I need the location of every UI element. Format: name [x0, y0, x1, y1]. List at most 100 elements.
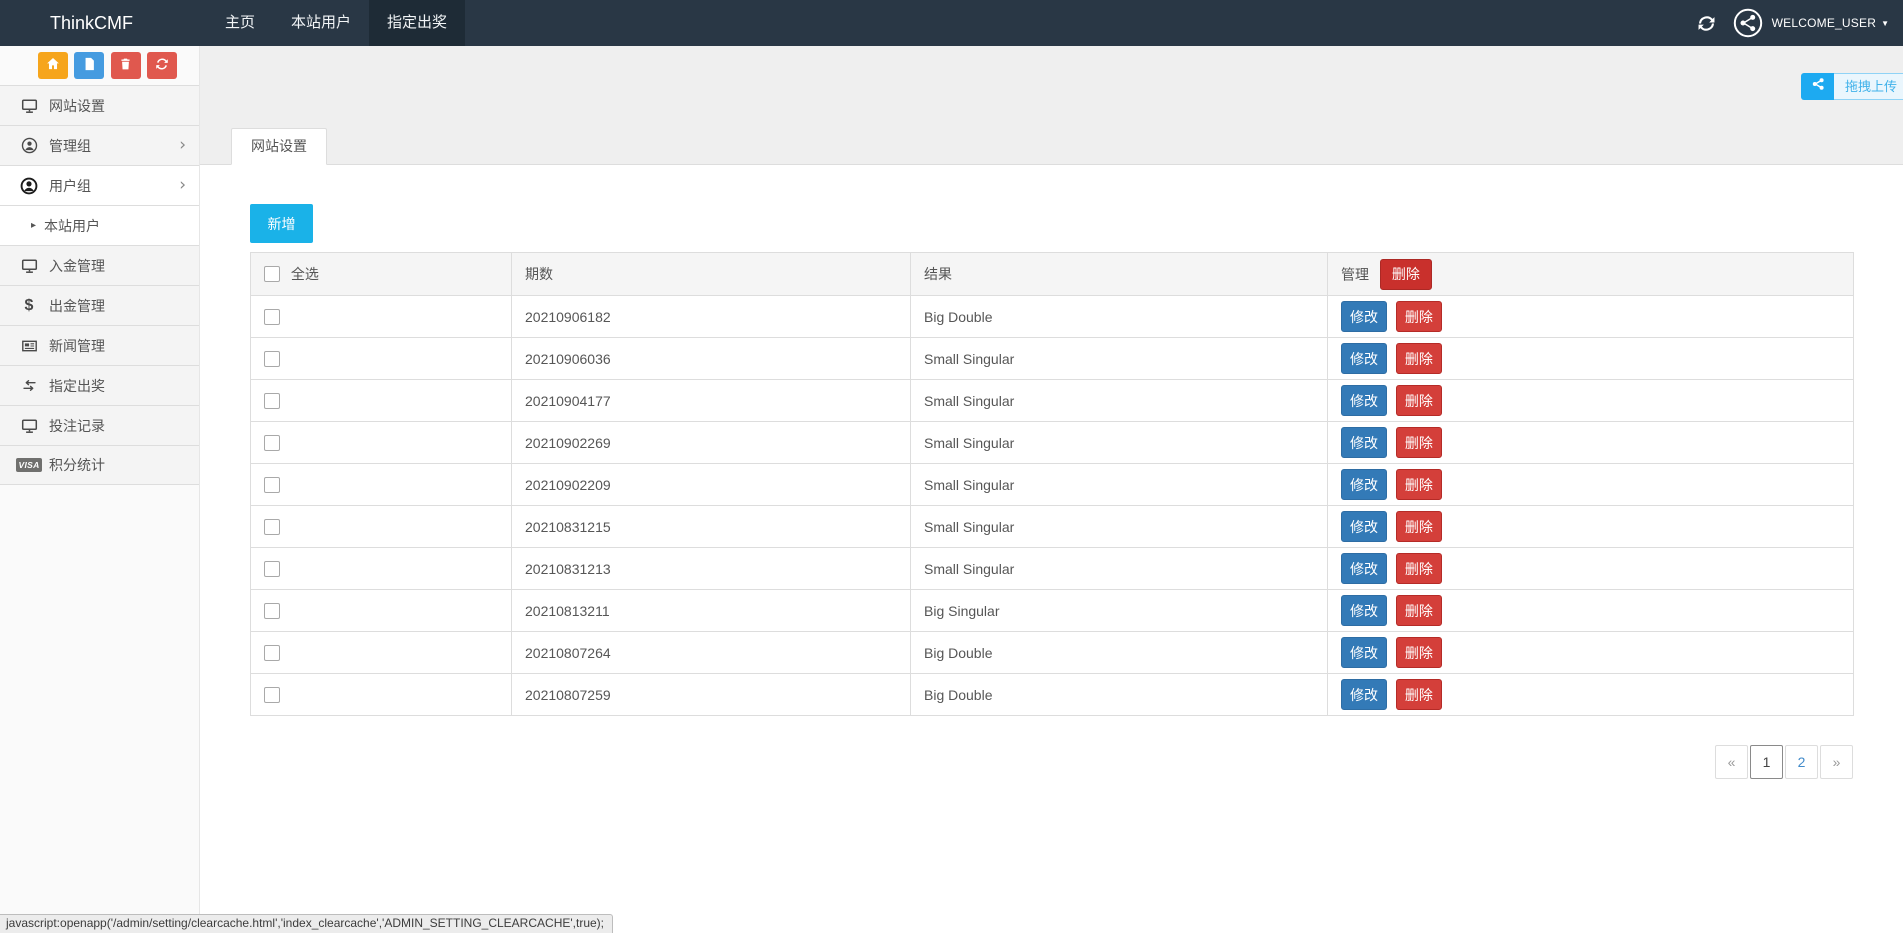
edit-button[interactable]: 修改 [1341, 385, 1387, 416]
edit-button[interactable]: 修改 [1341, 679, 1387, 710]
browser-status-bar: javascript:openapp('/admin/setting/clear… [0, 914, 613, 933]
select-all-checkbox[interactable] [264, 266, 280, 282]
row-result: Small Singular [910, 337, 1328, 380]
sidebar-item-site-settings[interactable]: 网站设置 [0, 85, 199, 125]
table-row: 20210906036 Small Singular 修改 删除 [250, 337, 1854, 380]
row-checkbox[interactable] [264, 519, 280, 536]
row-result: Big Double [910, 295, 1328, 338]
row-select-cell [250, 463, 512, 506]
delete-button[interactable]: 删除 [1395, 469, 1442, 500]
row-select-cell [250, 547, 512, 590]
table-row: 20210831215 Small Singular 修改 删除 [250, 505, 1854, 548]
delete-button[interactable]: 删除 [1395, 637, 1442, 668]
header-result: 结果 [910, 252, 1328, 296]
sidebar-item-withdraw-management[interactable]: $ 出金管理 [0, 285, 199, 325]
edit-button[interactable]: 修改 [1341, 511, 1387, 542]
delete-button[interactable]: 删除 [1395, 511, 1442, 542]
row-period: 20210831215 [511, 505, 911, 548]
exchange-icon [19, 378, 39, 393]
delete-button[interactable]: 删除 [1395, 343, 1442, 374]
upload-pick-button[interactable] [1801, 73, 1834, 100]
delete-button[interactable]: 删除 [1395, 679, 1442, 710]
user-circle-icon [19, 137, 39, 154]
row-actions-cell: 修改 删除 [1327, 505, 1854, 548]
row-result: Big Singular [910, 589, 1328, 632]
welcome-user-dropdown[interactable]: WELCOME_USER [1771, 16, 1877, 30]
table-row: 20210902269 Small Singular 修改 删除 [250, 421, 1854, 464]
sidebar-item-bet-records[interactable]: 投注记录 [0, 405, 199, 445]
sidebar-item-deposit-management[interactable]: 入金管理 [0, 245, 199, 285]
table-row: 20210807259 Big Double 修改 删除 [250, 673, 1854, 716]
page-prev-button[interactable]: « [1715, 745, 1748, 779]
row-checkbox[interactable] [264, 645, 280, 662]
chevron-right-icon: › [179, 135, 186, 155]
row-checkbox[interactable] [264, 435, 280, 452]
dollar-icon: $ [24, 296, 34, 314]
row-result: Big Double [910, 673, 1328, 716]
sidebar-item-site-users[interactable]: ▸ 本站用户 [0, 205, 199, 245]
edit-button[interactable]: 修改 [1341, 595, 1387, 626]
row-checkbox[interactable] [264, 309, 280, 326]
edit-button[interactable]: 修改 [1341, 301, 1387, 332]
row-checkbox[interactable] [264, 393, 280, 410]
row-select-cell [250, 379, 512, 422]
delete-button[interactable]: 删除 [1395, 427, 1442, 458]
clear-cache-button[interactable] [147, 52, 178, 79]
sidebar-item-label: 投注记录 [49, 417, 105, 434]
file-button[interactable] [74, 52, 105, 79]
table-row: 20210807264 Big Double 修改 删除 [250, 631, 1854, 674]
row-result: Small Singular [910, 463, 1328, 506]
row-period: 20210904177 [511, 379, 911, 422]
row-actions-cell: 修改 删除 [1327, 589, 1854, 632]
sidebar-item-admin-group[interactable]: 管理组 › [0, 125, 199, 165]
draw-results-table: 全选 期数 结果 管理 删除 20210906182 Big Double 修改… [250, 252, 1854, 716]
table-row: 20210904177 Small Singular 修改 删除 [250, 379, 1854, 422]
sidebar-quick-buttons [0, 46, 199, 85]
row-checkbox[interactable] [264, 351, 280, 368]
row-actions-cell: 修改 删除 [1327, 295, 1854, 338]
top-navbar: ThinkCMF 主页 本站用户 指定出奖 WELCOME_USER ▼ [0, 0, 1903, 46]
sidebar-item-points-stats[interactable]: VISA 积分统计 [0, 445, 199, 485]
delete-button[interactable]: 删除 [1395, 301, 1442, 332]
nav-item-assign-draw[interactable]: 指定出奖 [369, 0, 466, 46]
row-checkbox[interactable] [264, 687, 280, 704]
refresh-icon[interactable] [1698, 15, 1715, 32]
delete-selected-button[interactable]: 删除 [1379, 258, 1432, 290]
manage-label: 管理 [1341, 266, 1369, 282]
avatar-icon[interactable] [1733, 8, 1763, 38]
sidebar-item-assign-draw[interactable]: 指定出奖 [0, 365, 199, 405]
brand-logo[interactable]: ThinkCMF [50, 13, 134, 33]
row-actions-cell: 修改 删除 [1327, 673, 1854, 716]
tab-site-settings[interactable]: 网站设置 [231, 128, 327, 165]
row-select-cell [250, 673, 512, 716]
page-2-button[interactable]: 2 [1785, 745, 1818, 779]
nav-item-site-users[interactable]: 本站用户 [291, 14, 352, 31]
page-next-button[interactable]: » [1820, 745, 1853, 779]
row-checkbox[interactable] [264, 561, 280, 578]
edit-button[interactable]: 修改 [1341, 427, 1387, 458]
page-1-button[interactable]: 1 [1750, 745, 1783, 779]
nav-item-home[interactable]: 主页 [225, 14, 256, 31]
visa-icon: VISA [16, 458, 42, 472]
row-checkbox[interactable] [264, 477, 280, 494]
edit-button[interactable]: 修改 [1341, 469, 1387, 500]
sidebar-item-user-group[interactable]: 用户组 › [0, 165, 199, 205]
add-button[interactable]: 新增 [250, 204, 313, 243]
sidebar-menu: 网站设置 管理组 › 用户组 › ▸ 本站用户 入金管理 $ 出金管理 新闻管理 [0, 85, 199, 485]
edit-button[interactable]: 修改 [1341, 343, 1387, 374]
home-icon [46, 57, 60, 74]
delete-button[interactable]: 删除 [1395, 553, 1442, 584]
row-checkbox[interactable] [264, 603, 280, 620]
sidebar-item-label: 新闻管理 [49, 337, 105, 354]
newspaper-icon [19, 338, 39, 354]
edit-button[interactable]: 修改 [1341, 637, 1387, 668]
trash-button[interactable] [110, 52, 141, 79]
delete-button[interactable]: 删除 [1395, 595, 1442, 626]
edit-button[interactable]: 修改 [1341, 553, 1387, 584]
sidebar-item-news-management[interactable]: 新闻管理 [0, 325, 199, 365]
drag-upload-label[interactable]: 拖拽上传 [1834, 73, 1903, 100]
desktop-icon [19, 418, 39, 434]
delete-button[interactable]: 删除 [1395, 385, 1442, 416]
row-actions-cell: 修改 删除 [1327, 337, 1854, 380]
home-button[interactable] [38, 52, 68, 79]
